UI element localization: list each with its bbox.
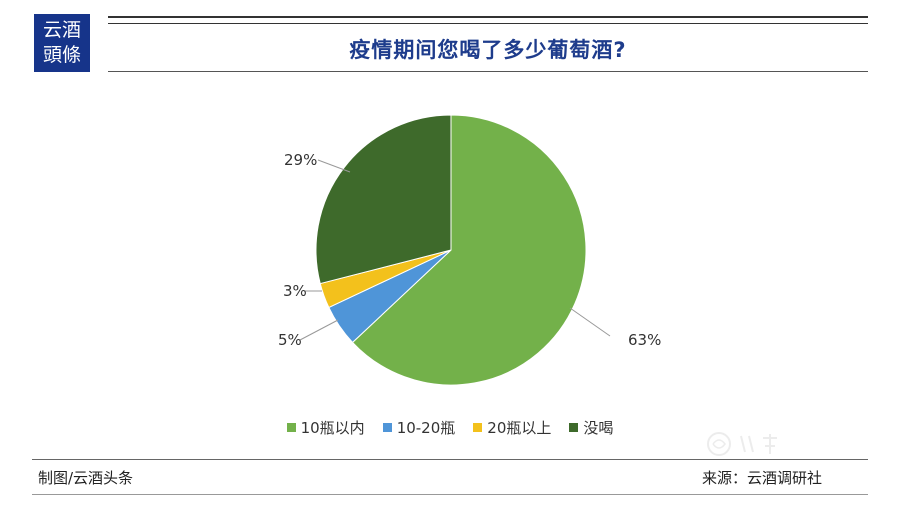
header-rule-bottom: [108, 23, 868, 24]
header-rule-top: [108, 16, 868, 18]
legend-label-lt10: 10瓶以内: [300, 419, 365, 437]
pie-slice-none: [315, 114, 452, 285]
leader-line-lt10: [569, 307, 611, 337]
chart-title: 疫情期间您喝了多少葡萄酒?: [349, 38, 627, 62]
legend-label-none: 没喝: [583, 419, 614, 437]
legend-swatch-none: [569, 423, 579, 432]
pie-slice-lt10: [351, 114, 587, 386]
legend-label-10to20: 10-20瓶: [396, 419, 456, 437]
legend-item-lt10: 10瓶以内: [286, 417, 365, 438]
legend-swatch-gt20: [473, 423, 483, 432]
watermark-logo: [707, 432, 777, 456]
title-divider: [108, 71, 868, 72]
legend-swatch-lt10: [286, 423, 296, 432]
footer-bottom-rule: [32, 494, 868, 495]
chart-legend: 10瓶以内 10-20瓶 20瓶以上 没喝: [0, 417, 900, 438]
legend-item-gt20: 20瓶以上: [473, 417, 551, 438]
data-label-10to20: 5%: [278, 331, 302, 349]
chart-credit: 制图/云酒头条: [38, 469, 134, 487]
legend-label-gt20: 20瓶以上: [487, 419, 552, 437]
data-label-none: 29%: [284, 151, 317, 169]
footer-divider: [32, 459, 868, 460]
logo-line-2: 頭條: [42, 44, 81, 66]
leader-line-none: [317, 159, 351, 173]
legend-swatch-10to20: [382, 423, 392, 432]
brand-logo: 云酒 頭條: [34, 14, 90, 72]
data-label-lt10: 63%: [628, 331, 661, 349]
legend-item-none: 没喝: [569, 417, 613, 438]
data-source: 来源：云酒调研社: [701, 469, 822, 487]
leader-line-10to20: [299, 319, 339, 341]
data-label-gt20: 3%: [283, 282, 307, 300]
logo-line-1: 云酒: [42, 19, 81, 41]
legend-item-10to20: 10-20瓶: [382, 417, 456, 438]
